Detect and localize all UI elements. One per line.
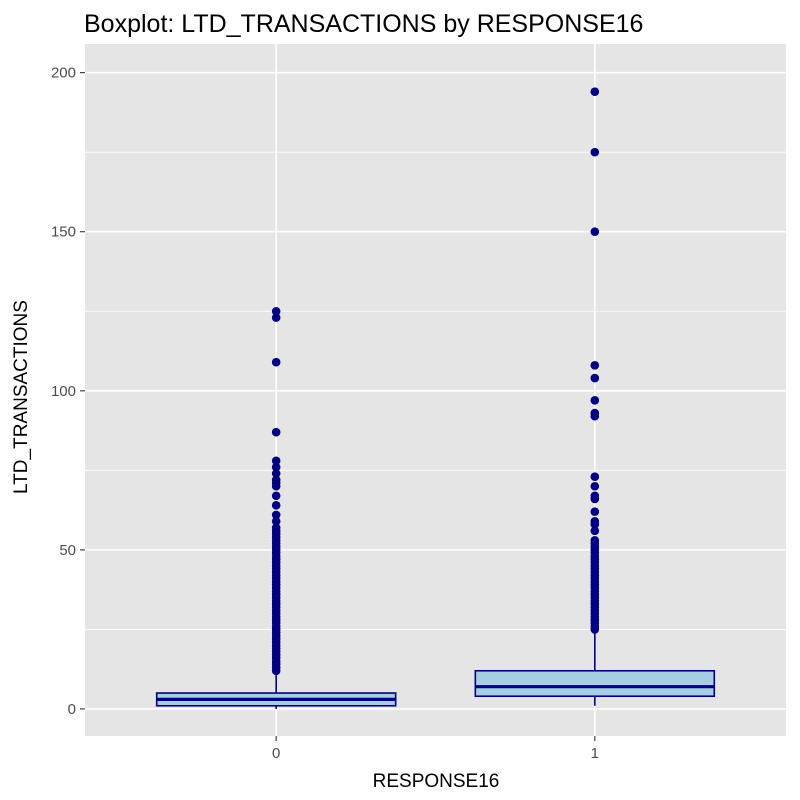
outlier-point	[590, 536, 600, 545]
outlier-point	[271, 427, 281, 437]
outlier-point	[590, 481, 600, 491]
y-tick-label: 0	[68, 701, 76, 718]
outlier-point	[271, 523, 281, 532]
outlier-point	[590, 361, 600, 370]
outlier-point	[271, 491, 281, 501]
outlier-point	[590, 87, 600, 97]
chart-title: Boxplot: LTD_TRANSACTIONS by RESPONSE16	[84, 10, 643, 38]
outlier-point	[271, 306, 281, 316]
box-group-1	[474, 87, 716, 706]
outlier-point	[590, 408, 600, 418]
box-group-0	[155, 306, 397, 709]
outlier-point	[590, 472, 600, 481]
y-axis-title: LTD_TRANSACTIONS	[11, 300, 32, 494]
boxes	[155, 87, 716, 709]
outlier-point	[271, 456, 281, 466]
outlier-point	[271, 475, 281, 485]
outlier-point	[271, 462, 281, 472]
outlier-point	[271, 510, 281, 520]
y-tick-label: 100	[51, 383, 76, 400]
outlier-point	[271, 516, 281, 526]
y-axis: 0 50 100 150 200	[51, 65, 85, 718]
outlier-point	[590, 147, 600, 157]
outlier-point	[590, 516, 600, 526]
outlier-point	[590, 526, 600, 536]
outlier-point	[590, 491, 600, 501]
outlier-point	[271, 501, 281, 510]
outlier-point	[271, 469, 281, 478]
outlier-point	[271, 313, 281, 322]
y-tick-label: 150	[51, 224, 76, 241]
outlier-point	[590, 373, 600, 383]
x-tick-label: 0	[272, 745, 280, 762]
x-axis-title: RESPONSE16	[373, 771, 500, 792]
y-tick-label: 200	[51, 65, 76, 82]
y-tick-label: 50	[59, 542, 76, 559]
minor-gridlines	[85, 151, 786, 630]
outlier-point	[590, 396, 600, 405]
outlier-point	[271, 357, 281, 367]
outlier-point	[590, 227, 600, 237]
box-iqr	[474, 669, 716, 698]
x-tick-label: 1	[591, 745, 599, 762]
outlier-point	[590, 507, 600, 516]
